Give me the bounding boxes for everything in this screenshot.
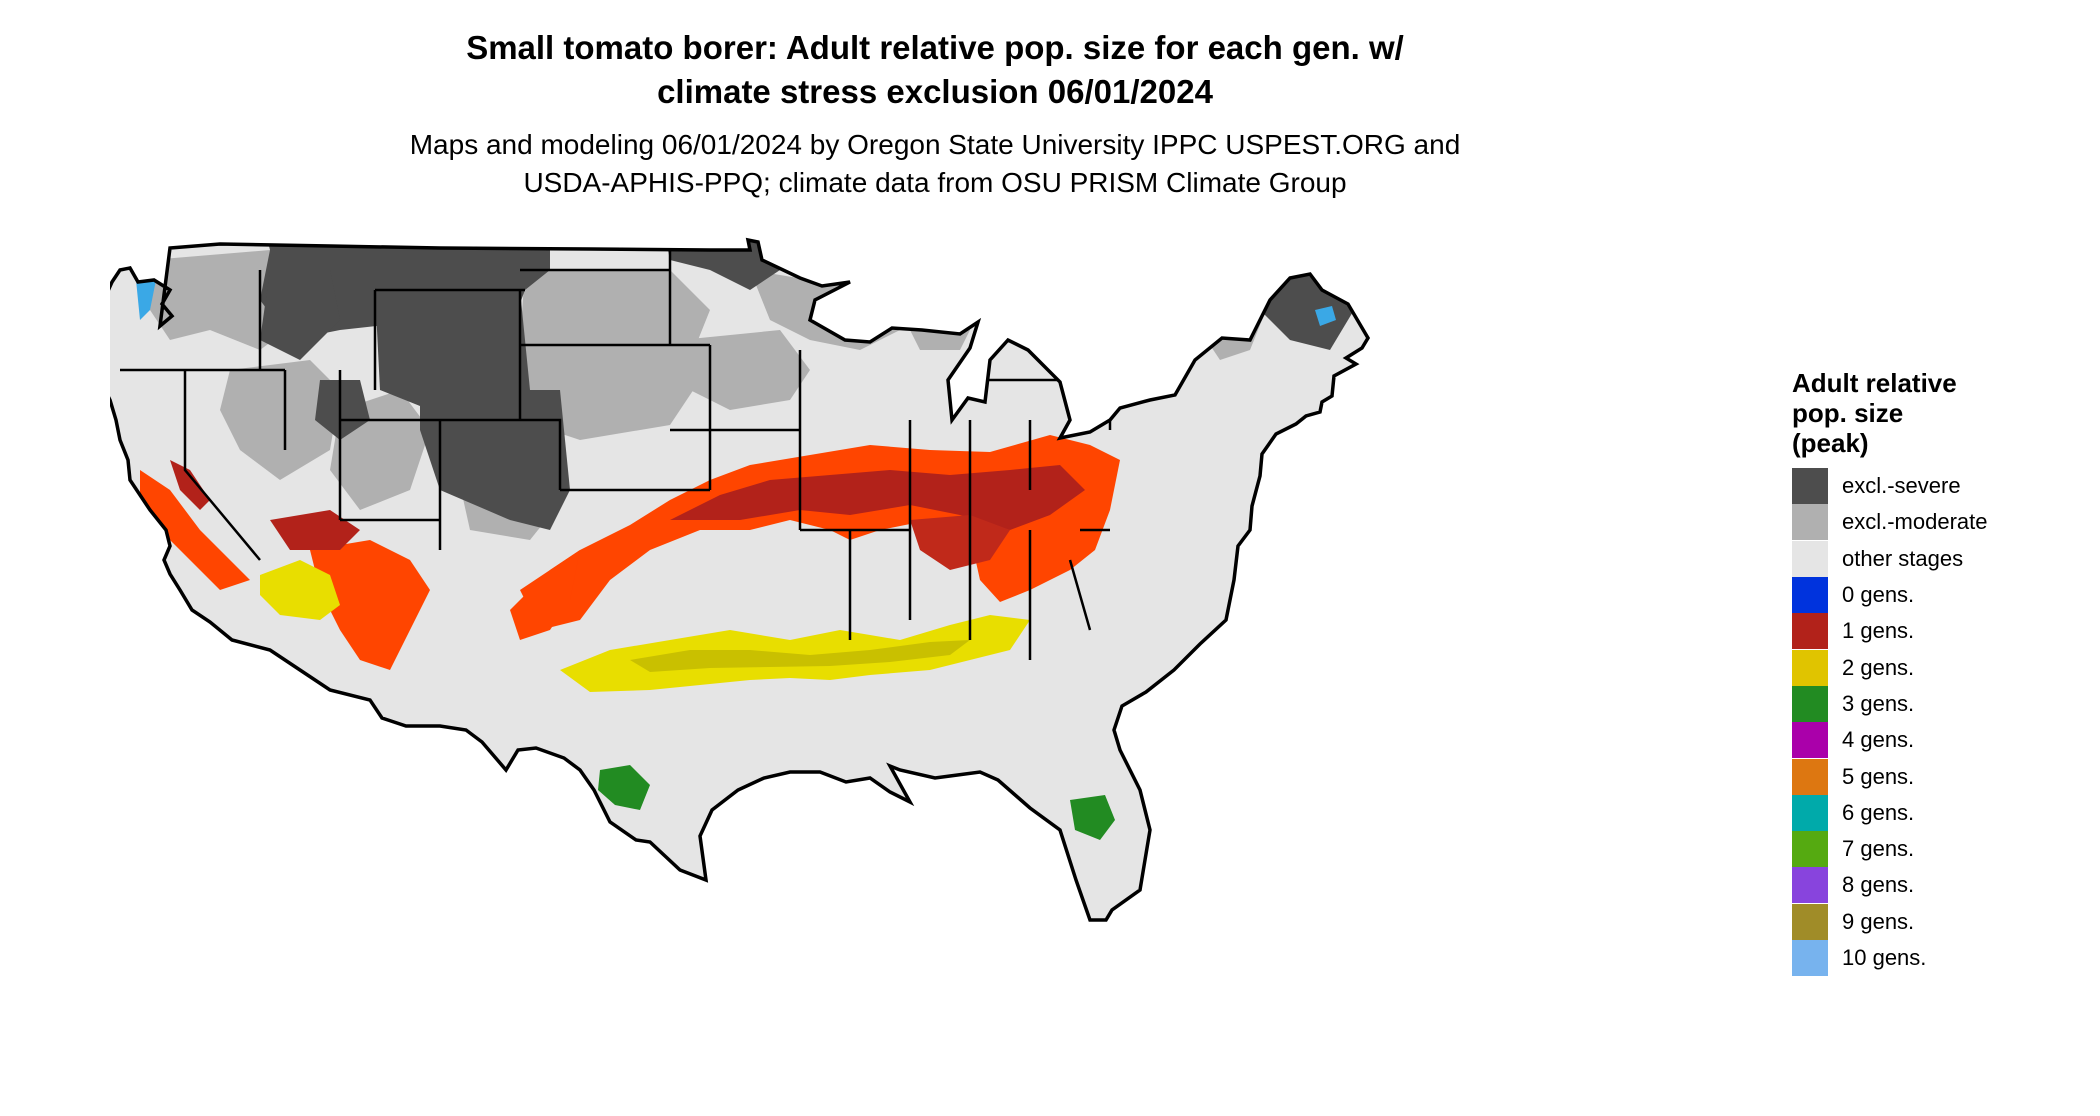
legend-swatch [1792, 540, 1828, 577]
legend-item-0-gens: 0 gens. [1792, 577, 1988, 614]
legend-swatch [1792, 722, 1828, 759]
legend-swatch [1792, 685, 1828, 722]
legend-item-excl-moderate: excl.-moderate [1792, 504, 1988, 541]
legend-title-line-1: Adult relative [1792, 368, 1957, 398]
legend: Adult relative pop. size (peak) excl.-se… [1792, 368, 1988, 976]
us-map [110, 237, 1371, 922]
gen1-kentucky-arm [910, 515, 1010, 570]
gen1-sierra-spots [170, 460, 210, 510]
gen10-maine-coast [1315, 306, 1336, 326]
legend-label: 1 gens. [1842, 618, 1915, 644]
excl-severe-idaho [260, 270, 340, 360]
legend-swatch [1792, 613, 1828, 650]
legend-item-2-gens: 2 gens. [1792, 649, 1988, 686]
legend-item-9-gens: 9 gens. [1792, 903, 1988, 940]
legend-swatch [1792, 577, 1828, 614]
legend-items: excl.-severe excl.-moderate other stages… [1792, 468, 1988, 976]
legend-swatch [1792, 940, 1828, 976]
legend-label: 2 gens. [1842, 654, 1915, 680]
gen1-mid-latitude-band-core [670, 465, 1085, 530]
legend-label: 10 gens. [1842, 945, 1927, 970]
subtitle-line-1: Maps and modeling 06/01/2024 by Oregon S… [409, 129, 1461, 160]
gen1-southwest [310, 540, 430, 670]
legend-item-other-stages: other stages [1792, 540, 1988, 577]
legend-label: other stages [1842, 545, 1964, 571]
legend-item-7-gens: 7 gens. [1792, 831, 1988, 868]
gen1-texas-arm [510, 550, 580, 640]
legend-item-8-gens: 8 gens. [1792, 867, 1988, 904]
gen2-gulf-band-shade [630, 640, 970, 672]
legend-item-4-gens: 4 gens. [1792, 722, 1988, 759]
legend-swatch [1792, 903, 1828, 940]
legend-item-1-gens: 1 gens. [1792, 613, 1988, 650]
legend-label: excl.-moderate [1842, 509, 1988, 535]
excl-moderate-great-basin [220, 360, 340, 480]
legend-label: 9 gens. [1842, 908, 1915, 934]
gen3-south-texas [598, 765, 650, 810]
legend-label: 0 gens. [1842, 582, 1915, 608]
legend-label: 4 gens. [1842, 727, 1915, 753]
gen3-south-florida [1070, 795, 1115, 840]
legend-swatch [1792, 831, 1828, 868]
legend-item-excl-severe: excl.-severe [1792, 468, 1988, 505]
gen1-california [140, 470, 250, 590]
excl-moderate-iowa [680, 330, 810, 410]
us-outline [110, 237, 1371, 922]
legend-title-line-2: pop. size [1792, 398, 1904, 428]
legend-item-3-gens: 3 gens. [1792, 685, 1988, 722]
legend-item-5-gens: 5 gens. [1792, 758, 1988, 795]
legend-swatch [1792, 867, 1828, 904]
excl-severe-colorado [420, 390, 570, 530]
subtitle-line-2: USDA-APHIS-PPQ; climate data from OSU PR… [523, 167, 1347, 198]
legend-swatch [1792, 649, 1828, 686]
legend-title: Adult relative pop. size (peak) [1792, 368, 1988, 458]
excl-severe-utah-spot [315, 380, 370, 440]
legend-swatch [1792, 468, 1828, 505]
legend-item-6-gens: 6 gens. [1792, 794, 1988, 831]
legend-label: 8 gens. [1842, 872, 1915, 898]
legend-swatch [1792, 794, 1828, 831]
legend-label: 7 gens. [1842, 836, 1915, 862]
legend-label: 6 gens. [1842, 799, 1915, 825]
legend-swatch [1792, 504, 1828, 541]
legend-label: 5 gens. [1842, 763, 1915, 789]
legend-label: excl.-severe [1842, 473, 1961, 499]
title-line-2: climate stress exclusion 06/01/2024 [657, 73, 1213, 110]
excl-severe-wyoming [375, 290, 530, 410]
legend-label: 3 gens. [1842, 690, 1915, 716]
legend-title-line-3: (peak) [1792, 428, 1869, 458]
map-subtitle: Maps and modeling 06/01/2024 by Oregon S… [0, 126, 1870, 202]
title-line-1: Small tomato borer: Adult relative pop. … [466, 29, 1404, 66]
gen2-gulf-band [560, 615, 1030, 692]
legend-item-10-gens: 10 gens. [1792, 940, 1988, 976]
map-title: Small tomato borer: Adult relative pop. … [0, 26, 1870, 114]
legend-swatch [1792, 758, 1828, 795]
gen2-arizona [260, 560, 340, 620]
gen1-arizona-rim [270, 510, 360, 550]
